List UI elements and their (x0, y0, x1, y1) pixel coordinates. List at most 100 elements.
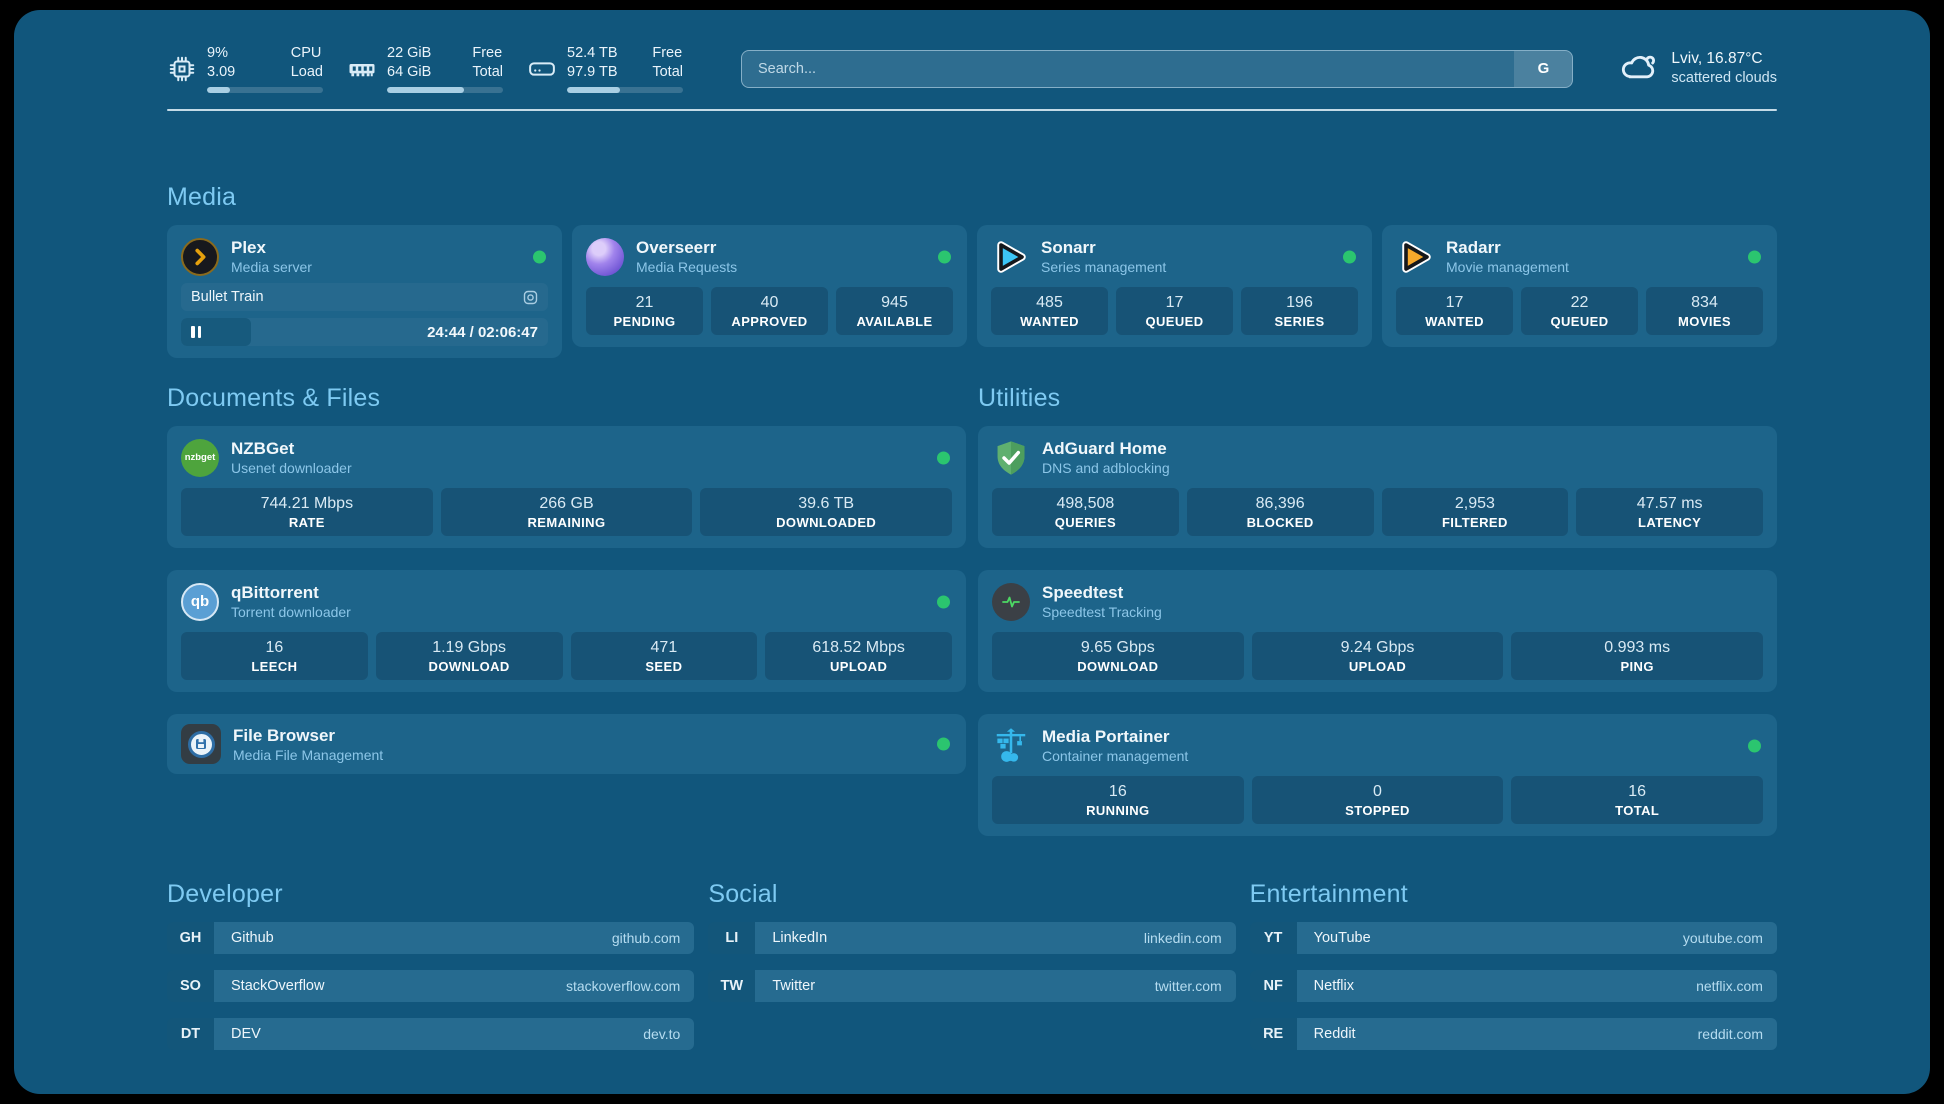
bookmark-url: dev.to (643, 1026, 681, 1042)
stat-leech: 16 LEECH (181, 632, 368, 680)
bookmark-name: Reddit (1313, 1026, 1356, 1042)
bookmark-abbr: YT (1249, 922, 1297, 954)
cloud-icon (1619, 46, 1659, 91)
bookmark-twitter[interactable]: TW Twitter twitter.com (708, 970, 1236, 1002)
radarr-icon (1396, 238, 1434, 276)
stat-downloaded: 39.6 TB DOWNLOADED (700, 488, 952, 536)
bookmark-name: LinkedIn (772, 930, 828, 946)
weather-widget: Lviv, 16.87°C scattered clouds (1619, 46, 1777, 91)
bookmark-group-social: Social LI LinkedIn linkedin.com TW Twitt… (708, 880, 1236, 1050)
bookmark-abbr: RE (1249, 1018, 1297, 1050)
stat-pending: 21 PENDING (586, 287, 703, 335)
stat-rate: 744.21 Mbps RATE (181, 488, 433, 536)
bookmark-url: linkedin.com (1143, 930, 1222, 946)
disk-progress-bar (567, 87, 683, 93)
bookmark-name: DEV (231, 1026, 261, 1042)
stat-running: 16 RUNNING (992, 776, 1244, 824)
bookmark-url: stackoverflow.com (565, 978, 681, 994)
bookmark-youtube[interactable]: YT YouTube youtube.com (1249, 922, 1777, 954)
now-playing-row: Bullet Train (181, 283, 548, 311)
status-dot (937, 737, 950, 751)
service-subtitle: Media server (231, 259, 312, 275)
stat-latency: 47.57 ms LATENCY (1576, 488, 1763, 536)
service-subtitle: Media Requests (636, 259, 738, 275)
plex-icon (181, 237, 219, 276)
bookmark-name: YouTube (1313, 930, 1371, 946)
bookmark-url: reddit.com (1697, 1026, 1763, 1042)
service-card-sonarr[interactable]: Sonarr Series management 485 WANTED 17 Q… (977, 225, 1372, 347)
stat-upload: 9.24 Gbps UPLOAD (1251, 632, 1504, 680)
bookmark-stackoverflow[interactable]: SO StackOverflow stackoverflow.com (167, 970, 695, 1002)
stat-queued: 22 QUEUED (1521, 287, 1638, 335)
bookmark-abbr: SO (167, 970, 214, 1002)
service-card-radarr[interactable]: Radarr Movie management 17 WANTED 22 QUE… (1382, 225, 1777, 347)
service-card-nzbget[interactable]: nzbget NZBGet Usenet downloader 744.21 M… (167, 426, 966, 548)
top-bar: 9% 3.09 CPU Load (167, 44, 1777, 93)
weather-condition: scattered clouds (1671, 70, 1777, 86)
bookmark-netflix[interactable]: NF Netflix netflix.com (1249, 970, 1777, 1002)
bookmark-reddit[interactable]: RE Reddit reddit.com (1249, 1018, 1777, 1050)
service-card-filebrowser[interactable]: File Browser Media File Management (167, 714, 966, 774)
search-engine-button[interactable]: G (1514, 50, 1573, 87)
stat-blocked: 86,396 BLOCKED (1186, 488, 1374, 536)
stat-queued: 17 QUEUED (1116, 287, 1233, 335)
portainer-icon (992, 727, 1030, 765)
bookmark-url: netflix.com (1696, 978, 1763, 994)
search-input[interactable] (742, 50, 1515, 87)
stat-available: 945 AVAILABLE (836, 287, 953, 335)
bookmark-group-entertainment: Entertainment YT YouTube youtube.com NF … (1249, 880, 1777, 1050)
service-subtitle: DNS and adblocking (1042, 460, 1170, 476)
section-title-entertainment: Entertainment (1249, 880, 1408, 908)
service-name: File Browser (233, 725, 336, 745)
cpu-progress-bar (207, 87, 323, 93)
service-card-speedtest[interactable]: Speedtest Speedtest Tracking 9.65 Gbps D… (978, 570, 1777, 692)
memory-icon (347, 54, 377, 84)
service-subtitle: Torrent downloader (231, 604, 351, 620)
cpu-values: 9% 3.09 (207, 45, 236, 80)
dashboard-page: 9% 3.09 CPU Load (14, 10, 1930, 1094)
bookmark-abbr: DT (167, 1018, 214, 1050)
bookmark-abbr: NF (1249, 970, 1297, 1002)
service-name: NZBGet (231, 439, 295, 458)
bookmark-name: Twitter (772, 978, 816, 994)
status-dot (937, 595, 950, 608)
pause-icon[interactable] (191, 326, 201, 338)
status-dot (937, 451, 950, 464)
header-divider (167, 109, 1777, 111)
now-playing-title: Bullet Train (191, 289, 264, 305)
disk-widget: 52.4 TB 97.9 TB Free Total (527, 44, 683, 93)
bookmark-linkedin[interactable]: LI LinkedIn linkedin.com (708, 922, 1236, 954)
ram-labels: Free Total (472, 45, 503, 80)
filebrowser-icon (181, 724, 221, 764)
section-title-documents: Documents & Files (167, 384, 381, 412)
stat-movies: 834 MOVIES (1646, 287, 1763, 335)
disk-values: 52.4 TB 97.9 TB (567, 45, 618, 80)
status-dot (533, 250, 546, 263)
ram-widget: 22 GiB 64 GiB Free Total (347, 44, 503, 93)
service-card-adguard[interactable]: AdGuard Home DNS and adblocking 498,508 … (978, 426, 1777, 548)
service-name: Plex (231, 238, 266, 257)
service-subtitle: Container management (1042, 748, 1189, 764)
service-card-qbittorrent[interactable]: qb qBittorrent Torrent downloader 16 LEE… (167, 570, 966, 692)
bookmark-abbr: GH (167, 922, 214, 954)
section-utilities: Utilities AdGuard Home (978, 384, 1777, 836)
cpu-labels: CPU Load (290, 45, 323, 80)
bookmark-github[interactable]: GH Github github.com (167, 922, 695, 954)
overseerr-icon (586, 237, 624, 276)
bookmark-name: Netflix (1313, 978, 1354, 994)
bookmark-name: StackOverflow (231, 978, 325, 994)
stat-series: 196 SERIES (1241, 287, 1358, 335)
service-subtitle: Media File Management (233, 746, 384, 763)
bookmark-dev[interactable]: DT DEV dev.to (167, 1018, 695, 1050)
service-card-plex[interactable]: Plex Media server Bullet Train (167, 225, 562, 358)
service-card-overseerr[interactable]: Overseerr Media Requests 21 PENDING 40 A… (572, 225, 967, 347)
stat-download: 9.65 Gbps DOWNLOAD (992, 632, 1244, 680)
bookmark-abbr: TW (708, 970, 756, 1002)
weather-location-temp: Lviv, 16.87°C (1671, 50, 1763, 67)
service-card-portainer[interactable]: Media Portainer Container management 16 … (978, 714, 1777, 836)
service-name: Media Portainer (1042, 727, 1170, 746)
ram-values: 22 GiB 64 GiB (387, 45, 432, 80)
bookmark-group-developer: Developer GH Github github.com SO StackO… (167, 880, 695, 1050)
disk-labels: Free Total (652, 45, 683, 80)
nzbget-icon: nzbget (181, 438, 219, 477)
